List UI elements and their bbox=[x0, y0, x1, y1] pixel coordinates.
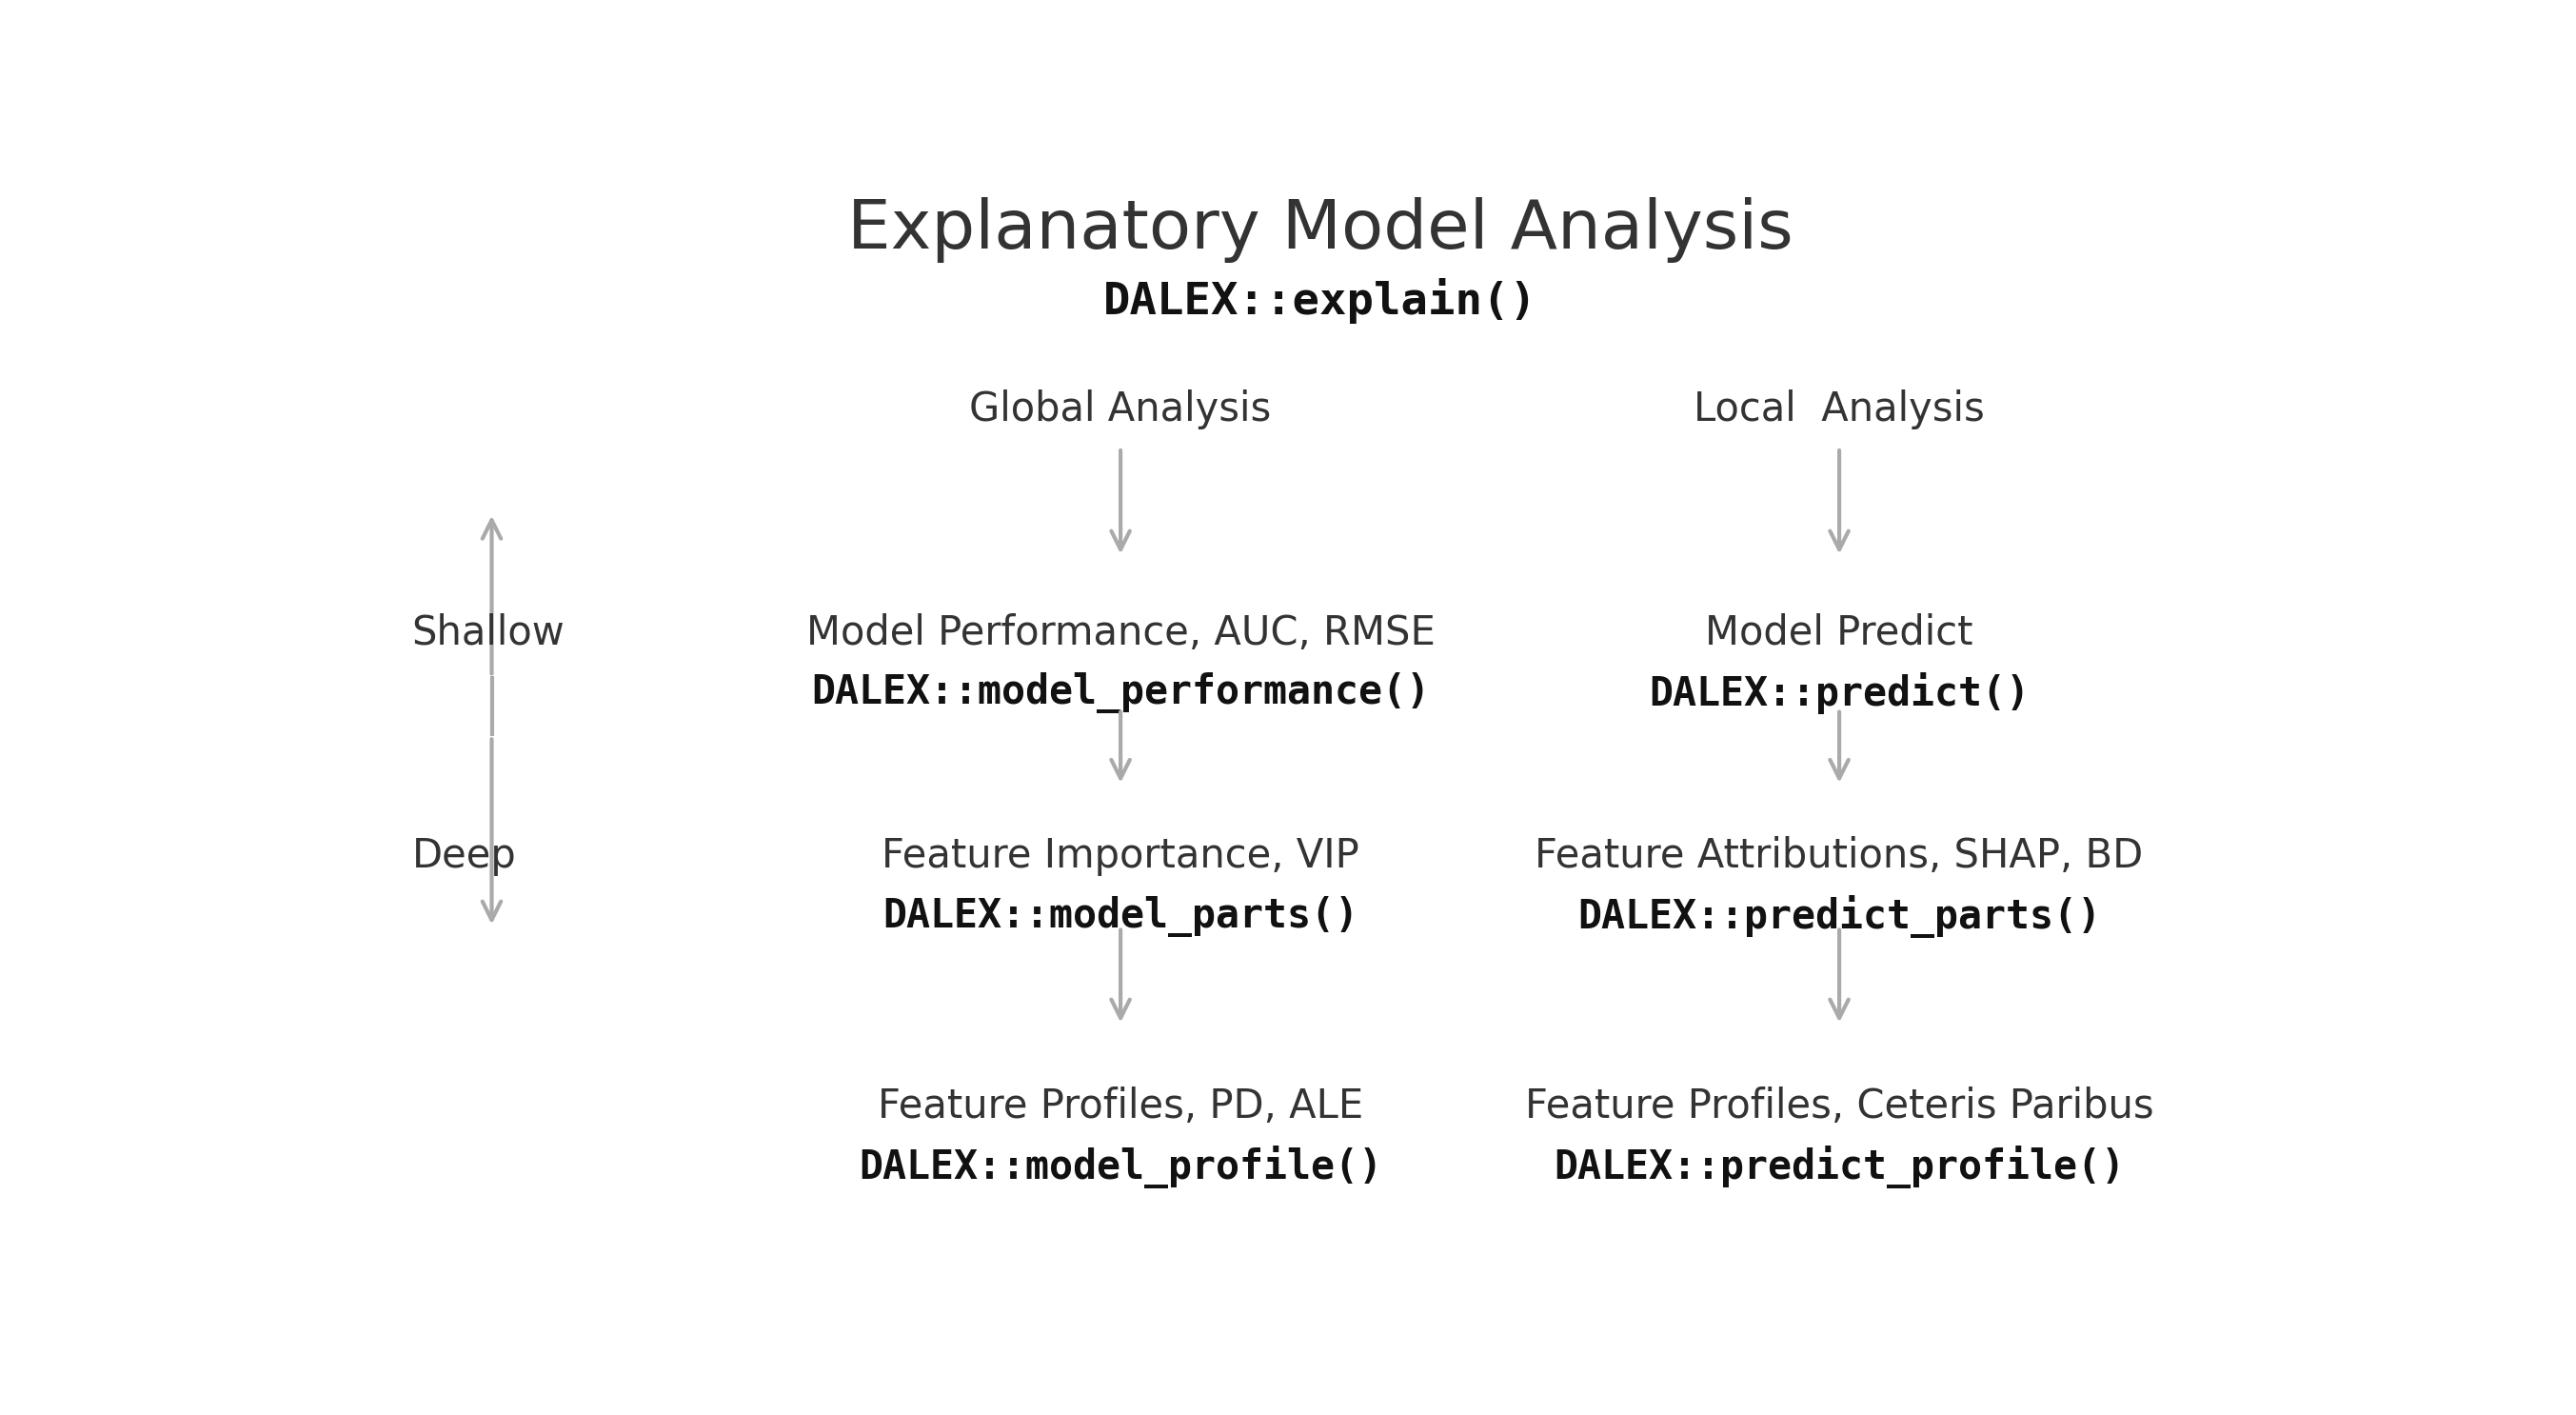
Text: DALEX::explain(): DALEX::explain() bbox=[1103, 277, 1538, 324]
Text: DALEX::model_performance(): DALEX::model_performance() bbox=[811, 672, 1430, 713]
Text: Deep: Deep bbox=[412, 836, 515, 876]
Text: Feature Profiles, PD, ALE: Feature Profiles, PD, ALE bbox=[878, 1087, 1363, 1126]
Text: Feature Attributions, SHAP, BD: Feature Attributions, SHAP, BD bbox=[1535, 836, 2143, 876]
Text: DALEX::predict_parts(): DALEX::predict_parts() bbox=[1577, 894, 2102, 938]
Text: Global Analysis: Global Analysis bbox=[969, 389, 1273, 430]
Text: Shallow: Shallow bbox=[412, 613, 564, 652]
Text: Feature Importance, VIP: Feature Importance, VIP bbox=[881, 836, 1360, 876]
Text: Local  Analysis: Local Analysis bbox=[1695, 389, 1984, 430]
Text: DALEX::predict_profile(): DALEX::predict_profile() bbox=[1553, 1145, 2125, 1189]
Text: Model Performance, AUC, RMSE: Model Performance, AUC, RMSE bbox=[806, 613, 1435, 652]
Text: DALEX::model_parts(): DALEX::model_parts() bbox=[884, 896, 1358, 937]
Text: Explanatory Model Analysis: Explanatory Model Analysis bbox=[848, 197, 1793, 263]
Text: Feature Profiles, Ceteris Paribus: Feature Profiles, Ceteris Paribus bbox=[1525, 1087, 2154, 1126]
Text: DALEX::predict(): DALEX::predict() bbox=[1649, 672, 2030, 713]
Text: Model Predict: Model Predict bbox=[1705, 613, 1973, 652]
Text: DALEX::model_profile(): DALEX::model_profile() bbox=[858, 1145, 1383, 1189]
